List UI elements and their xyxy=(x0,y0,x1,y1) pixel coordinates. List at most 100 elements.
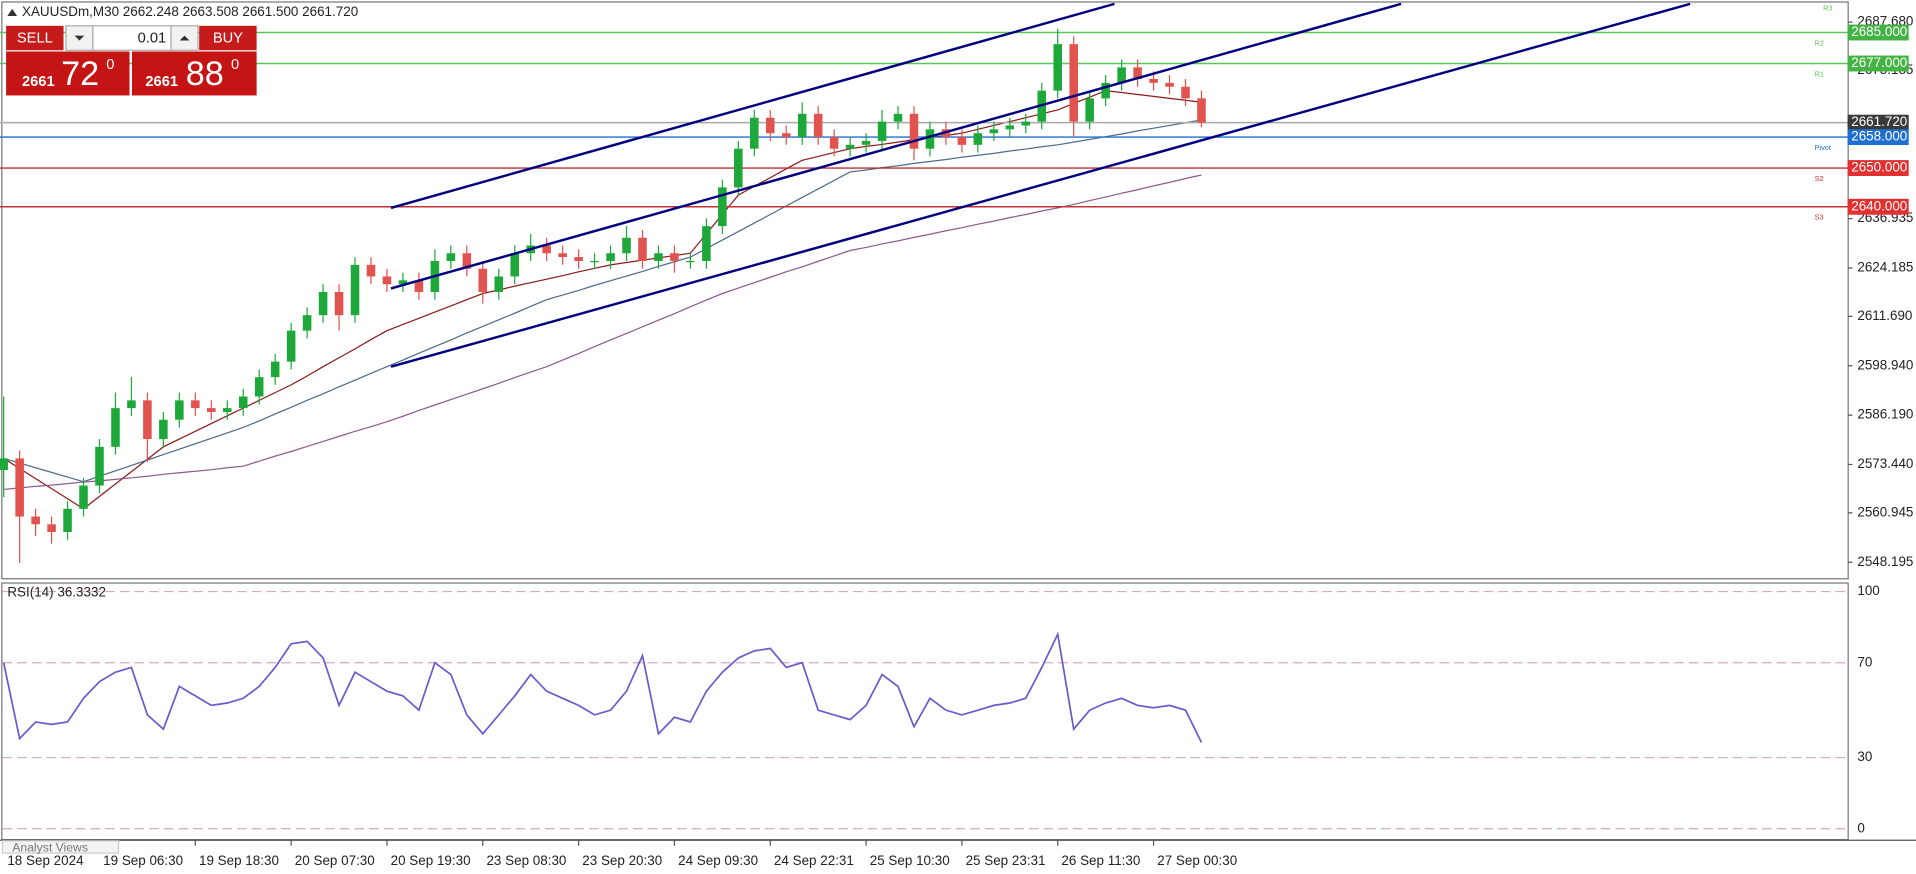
moving-average xyxy=(3,174,1202,491)
x-tick-label: 24 Sep 22:31 xyxy=(774,853,854,868)
trend-line xyxy=(390,2,1115,210)
x-tick-label: 23 Sep 08:30 xyxy=(486,853,566,868)
candle-body xyxy=(925,129,935,149)
level-label-box xyxy=(1847,129,1909,146)
candle-body xyxy=(1005,125,1015,130)
candle-body xyxy=(31,516,40,525)
sell-button[interactable] xyxy=(6,25,64,51)
candle-body xyxy=(1181,86,1190,99)
header-quote: XAUUSDm,M30 2662.248 2663.508 2661.500 2… xyxy=(22,4,358,19)
candle-body xyxy=(702,226,711,261)
y-tick-label: 0 xyxy=(1857,820,1864,835)
sell-price-box[interactable] xyxy=(6,51,130,96)
buy-price-frac: 0 xyxy=(231,57,239,73)
candle-body xyxy=(286,330,296,362)
x-tick-label: 19 Sep 18:30 xyxy=(199,853,279,868)
y-tick-label: 2624.185 xyxy=(1857,260,1913,275)
candle-body xyxy=(494,276,504,292)
trend-line xyxy=(390,2,1691,368)
candle-body xyxy=(718,187,727,227)
y-tick-label: 2611.690 xyxy=(1857,308,1912,323)
candle-body xyxy=(510,253,520,277)
candle-body xyxy=(590,260,599,263)
buy-button[interactable] xyxy=(199,25,257,51)
candle-body xyxy=(0,458,8,471)
level-label: 2685.000 xyxy=(1851,24,1907,39)
x-tick-label: 26 Sep 11:30 xyxy=(1061,853,1140,868)
x-tick-label: 27 Sep 00:30 xyxy=(1157,853,1237,868)
candle-body xyxy=(750,117,759,149)
candle-body xyxy=(350,264,360,316)
bottom-tab[interactable] xyxy=(1,840,120,854)
x-tick-label: 20 Sep 07:30 xyxy=(295,853,375,868)
x-tick-label: 25 Sep 23:31 xyxy=(966,853,1046,868)
candle-body xyxy=(654,253,663,261)
buy-label: BUY xyxy=(213,31,243,47)
candle-body xyxy=(957,137,967,145)
buy-price-box[interactable] xyxy=(131,51,257,96)
candle-body xyxy=(159,419,168,440)
level-label: 2677.000 xyxy=(1851,55,1907,70)
down-arrow xyxy=(74,35,85,41)
x-tick-label: 24 Sep 09:30 xyxy=(678,853,758,868)
candle-body xyxy=(462,253,472,269)
candle-body xyxy=(1165,82,1174,87)
candle-body xyxy=(829,137,839,149)
candle-body xyxy=(1085,98,1094,122)
sell-label: SELL xyxy=(17,31,53,47)
candle-body xyxy=(861,140,871,145)
y-tick-label: 2586.190 xyxy=(1857,407,1913,422)
candle-body xyxy=(95,446,104,486)
y-tick-label: 2548.195 xyxy=(1857,554,1913,569)
level-tag: R1 xyxy=(1815,69,1824,78)
level-label: 2661.720 xyxy=(1851,114,1907,129)
level-label-box xyxy=(1847,198,1909,215)
level-label-box xyxy=(1847,24,1909,41)
candle-body xyxy=(127,400,136,409)
candle-body xyxy=(270,361,280,378)
up-arrow xyxy=(179,35,190,41)
candle-body xyxy=(845,144,855,149)
y-tick-label: 2573.440 xyxy=(1857,456,1913,471)
candle-body xyxy=(989,129,999,134)
rsi-line xyxy=(2,631,1203,743)
candle-body xyxy=(366,264,376,277)
candle-body xyxy=(382,276,392,285)
rsi-title: RSI(14) 36.3332 xyxy=(7,584,106,599)
buy-price-pips: 88 xyxy=(186,55,224,93)
level-label-box xyxy=(1847,55,1909,72)
sell-price-big: 2661 xyxy=(22,74,55,90)
candle-body xyxy=(877,121,887,141)
volume-input[interactable] xyxy=(92,25,172,51)
y-tick-label: 70 xyxy=(1857,654,1872,669)
x-tick-label: 18 Sep 2024 xyxy=(7,853,84,868)
y-tick-label: 2560.945 xyxy=(1857,504,1913,519)
x-tick-label: 19 Sep 06:30 xyxy=(103,853,183,868)
y-tick-label: 30 xyxy=(1857,749,1872,764)
candle-body xyxy=(254,377,264,397)
candle-body xyxy=(670,253,679,261)
level-label-box xyxy=(1847,160,1909,176)
candle-body xyxy=(207,408,216,412)
candle-body xyxy=(973,133,983,145)
candle-body xyxy=(574,257,583,261)
pivot-tag: R3 xyxy=(1823,4,1832,13)
candle-body xyxy=(781,133,791,138)
candle-body xyxy=(143,400,152,440)
sell-price-pips: 72 xyxy=(61,55,99,93)
candle-body xyxy=(334,291,344,316)
candle-body xyxy=(622,237,631,254)
candle-body xyxy=(606,253,615,261)
candle-body xyxy=(909,113,919,149)
moving-average xyxy=(3,89,1202,510)
candle-body xyxy=(478,268,488,292)
moving-average xyxy=(3,119,1202,483)
level-label-box xyxy=(1847,114,1909,131)
candle-body xyxy=(302,315,312,331)
one-click-panel: SELL 0.01 BUY 2661 72 0 2661 88 0 xyxy=(6,25,257,96)
level-tag: S2 xyxy=(1815,174,1824,183)
level-label: 2640.000 xyxy=(1851,198,1907,213)
candle-body xyxy=(558,253,567,258)
